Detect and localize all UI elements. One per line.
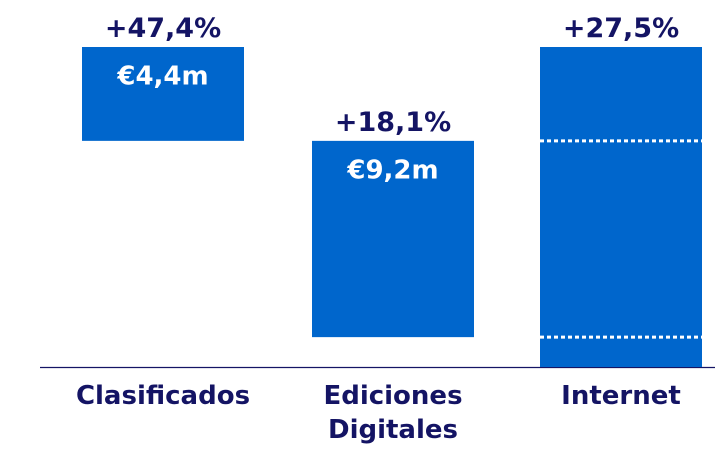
- growth-label: +18,1%: [335, 107, 451, 138]
- value-label: €9,2m: [346, 155, 438, 185]
- category-label: Internet: [561, 381, 681, 411]
- category-label: Ediciones Digitales: [323, 381, 463, 445]
- value-label: €4,4m: [116, 62, 208, 92]
- bar: [540, 47, 702, 367]
- category-label: Clasificados: [75, 381, 251, 411]
- growth-label: +27,5%: [563, 13, 679, 44]
- bar: [312, 140, 474, 338]
- growth-label: +47,4%: [105, 13, 221, 44]
- bar: [82, 47, 244, 141]
